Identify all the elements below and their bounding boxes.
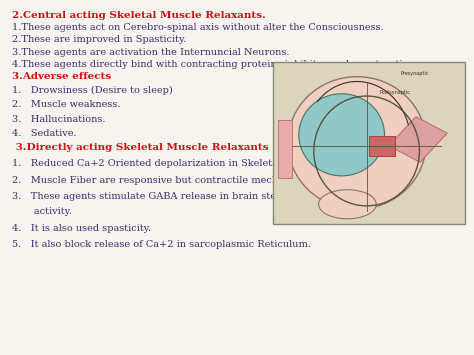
Text: Postsynaptic: Postsynaptic bbox=[380, 91, 411, 95]
Text: 2.   Muscle Fiber are responsive but contractile mechanism reduced.: 2. Muscle Fiber are responsive but contr… bbox=[12, 176, 354, 185]
Bar bbox=[389, 117, 447, 162]
Text: 1.These agents act on Cerebro-spinal axis without alter the Consciousness.: 1.These agents act on Cerebro-spinal axi… bbox=[12, 23, 383, 32]
Text: 1.   Drowsiness (Desire to sleep): 1. Drowsiness (Desire to sleep) bbox=[12, 86, 173, 95]
Text: 1.   Reduced Ca+2 Oriented depolarization in Skeletal muscle.: 1. Reduced Ca+2 Oriented depolarization … bbox=[12, 159, 322, 168]
Text: 2.Central acting Skeletal Muscle Relaxants.: 2.Central acting Skeletal Muscle Relaxan… bbox=[12, 11, 265, 20]
Text: 4.   It is also used spasticity.: 4. It is also used spasticity. bbox=[12, 224, 151, 233]
FancyBboxPatch shape bbox=[273, 62, 465, 224]
Ellipse shape bbox=[299, 94, 384, 176]
Text: 3.   Hallucinations.: 3. Hallucinations. bbox=[12, 115, 105, 124]
Text: activity.: activity. bbox=[12, 207, 72, 215]
Ellipse shape bbox=[319, 190, 376, 219]
Text: 5.   It also block release of Ca+2 in sarcoplasmic Reticulum.: 5. It also block release of Ca+2 in sarc… bbox=[12, 240, 311, 249]
Text: 4.These agents directly bind with contracting proteins inhibit muscle contractio: 4.These agents directly bind with contra… bbox=[12, 60, 418, 69]
Text: Presynaptic: Presynaptic bbox=[401, 71, 429, 76]
Ellipse shape bbox=[288, 77, 426, 209]
Bar bbox=[368, 136, 395, 156]
Text: 3.Adverse effects: 3.Adverse effects bbox=[12, 72, 111, 81]
Text: 3.   These agents stimulate GABA release in brain stem depress the Motor: 3. These agents stimulate GABA release i… bbox=[12, 192, 380, 201]
Text: 3.Directly acting Skeletal Muscle Relaxants: 3.Directly acting Skeletal Muscle Relaxa… bbox=[12, 143, 268, 152]
Text: 2.   Muscle weakness.: 2. Muscle weakness. bbox=[12, 100, 120, 109]
Text: 2.These are improved in Spasticity.: 2.These are improved in Spasticity. bbox=[12, 36, 186, 44]
Bar bbox=[278, 120, 292, 179]
Text: 3.These agents are activation the Internuncial Neurons.: 3.These agents are activation the Intern… bbox=[12, 48, 289, 56]
Text: 4.   Sedative.: 4. Sedative. bbox=[12, 129, 76, 138]
